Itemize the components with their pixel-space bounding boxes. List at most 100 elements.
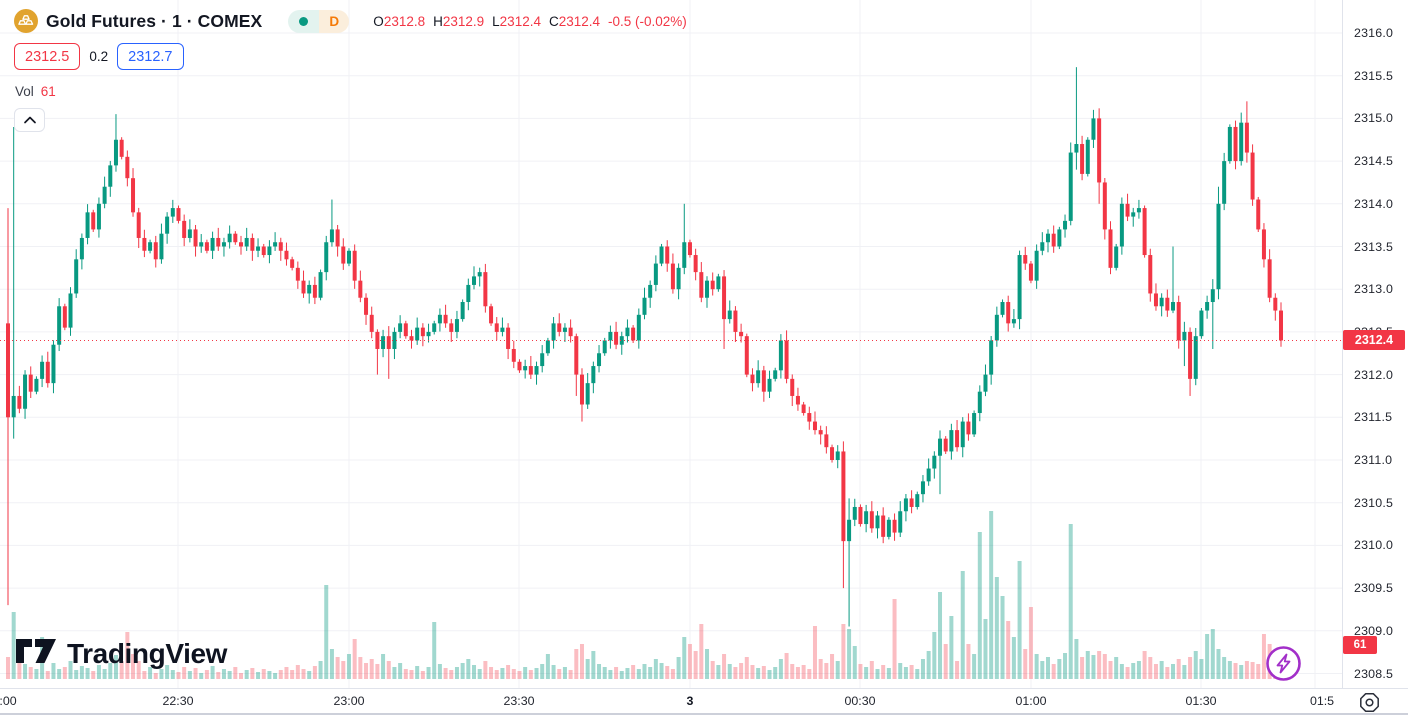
volume-bar (182, 667, 187, 679)
candle (739, 331, 744, 337)
candle (312, 284, 317, 298)
tradingview-watermark[interactable]: TradingView (16, 638, 227, 670)
candle (1108, 229, 1113, 268)
volume-bar (1006, 621, 1011, 679)
candle (1017, 255, 1022, 320)
high-label: H (433, 13, 443, 29)
timezone-settings-button[interactable] (1358, 691, 1381, 718)
gold-futures-icon (14, 9, 38, 33)
octagon-eye-icon (1360, 693, 1379, 712)
candle (989, 340, 994, 375)
candle (1176, 302, 1181, 341)
symbol-title[interactable]: Gold Futures · 1 · COMEX (46, 10, 263, 31)
volume-bar (472, 665, 477, 679)
candle (1125, 203, 1130, 217)
volume-bar (1051, 664, 1056, 679)
candle (773, 370, 778, 379)
time-axis[interactable]: :00 22:30 23:00 23:30 3 00:30 01:00 01:30 01:5 (0, 688, 1408, 714)
volume-bar (1119, 664, 1124, 679)
volume-bar (1085, 651, 1090, 679)
candle (920, 481, 925, 495)
candle (1085, 139, 1090, 174)
time-tick-label: 3 (686, 694, 694, 708)
candle (994, 314, 999, 341)
volume-bar (11, 612, 16, 679)
candle (23, 374, 28, 409)
candle (176, 208, 181, 221)
volume-bar (801, 665, 806, 679)
candle (472, 276, 477, 285)
volume-bar (62, 667, 67, 679)
candle (824, 434, 829, 448)
volume-bar (812, 626, 817, 679)
volume-bar (131, 654, 136, 679)
candle (943, 438, 948, 452)
volume-bar (716, 665, 721, 679)
volume-bar (466, 659, 471, 679)
volume-bar (28, 667, 33, 679)
volume-bar (1108, 661, 1113, 679)
volume-bar (1000, 596, 1005, 679)
volume-bar (1216, 649, 1221, 679)
candle (625, 327, 630, 337)
candlestick-chart-canvas[interactable] (0, 0, 1342, 688)
flash-boost-button[interactable] (1265, 645, 1302, 687)
volume-bar (574, 649, 579, 679)
candle (648, 284, 653, 298)
candle (506, 327, 511, 349)
candle (119, 139, 124, 157)
volume-bar (278, 670, 283, 679)
volume-bar (727, 664, 732, 679)
candle (1205, 302, 1210, 311)
volume-bar (1222, 657, 1227, 679)
candle (40, 361, 45, 379)
volume-bar (1063, 653, 1068, 679)
volume-bar (1227, 661, 1232, 679)
candle (716, 276, 721, 290)
candle (676, 267, 681, 290)
volume-bar (1136, 661, 1141, 679)
volume-bar (1205, 634, 1210, 679)
candle (858, 506, 863, 525)
volume-bar (847, 629, 852, 679)
candle (619, 336, 624, 345)
sell-button[interactable]: 2312.5 (14, 43, 81, 70)
trade-buttons: 2312.5 0.2 2312.7 (14, 43, 184, 70)
volume-bar (784, 653, 789, 679)
volume-bar (477, 669, 482, 679)
volume-bar (591, 651, 596, 679)
volume-bar (534, 668, 539, 679)
candle (375, 331, 380, 349)
candle (983, 374, 988, 392)
volume-bar (540, 664, 545, 679)
volume-bar (449, 670, 454, 679)
candle (1136, 208, 1141, 213)
volume-bar (392, 667, 397, 679)
interval-badge[interactable]: D (288, 9, 350, 33)
volume-bar (403, 669, 408, 679)
candle (398, 323, 403, 332)
candle (1182, 331, 1187, 341)
candle (17, 395, 22, 409)
volume-bar (415, 666, 420, 679)
candle (631, 327, 636, 341)
volume-bar (886, 668, 891, 679)
volume-bar (898, 663, 903, 679)
candle (750, 374, 755, 384)
candle (790, 378, 795, 396)
candle (881, 515, 886, 537)
buy-button[interactable]: 2312.7 (117, 43, 184, 70)
volume-bar (1023, 649, 1028, 679)
candle (1222, 161, 1227, 204)
candle (568, 327, 573, 337)
candle (301, 280, 306, 294)
collapse-panel-button[interactable] (14, 108, 45, 132)
grid-lines (0, 0, 1342, 688)
volume-bar (949, 616, 954, 679)
candle (295, 267, 300, 281)
candle (1278, 310, 1283, 341)
time-tick-label: 01:30 (1185, 694, 1217, 708)
volume-bar (972, 654, 977, 679)
price-tick-label: 2315.0 (1354, 111, 1394, 126)
